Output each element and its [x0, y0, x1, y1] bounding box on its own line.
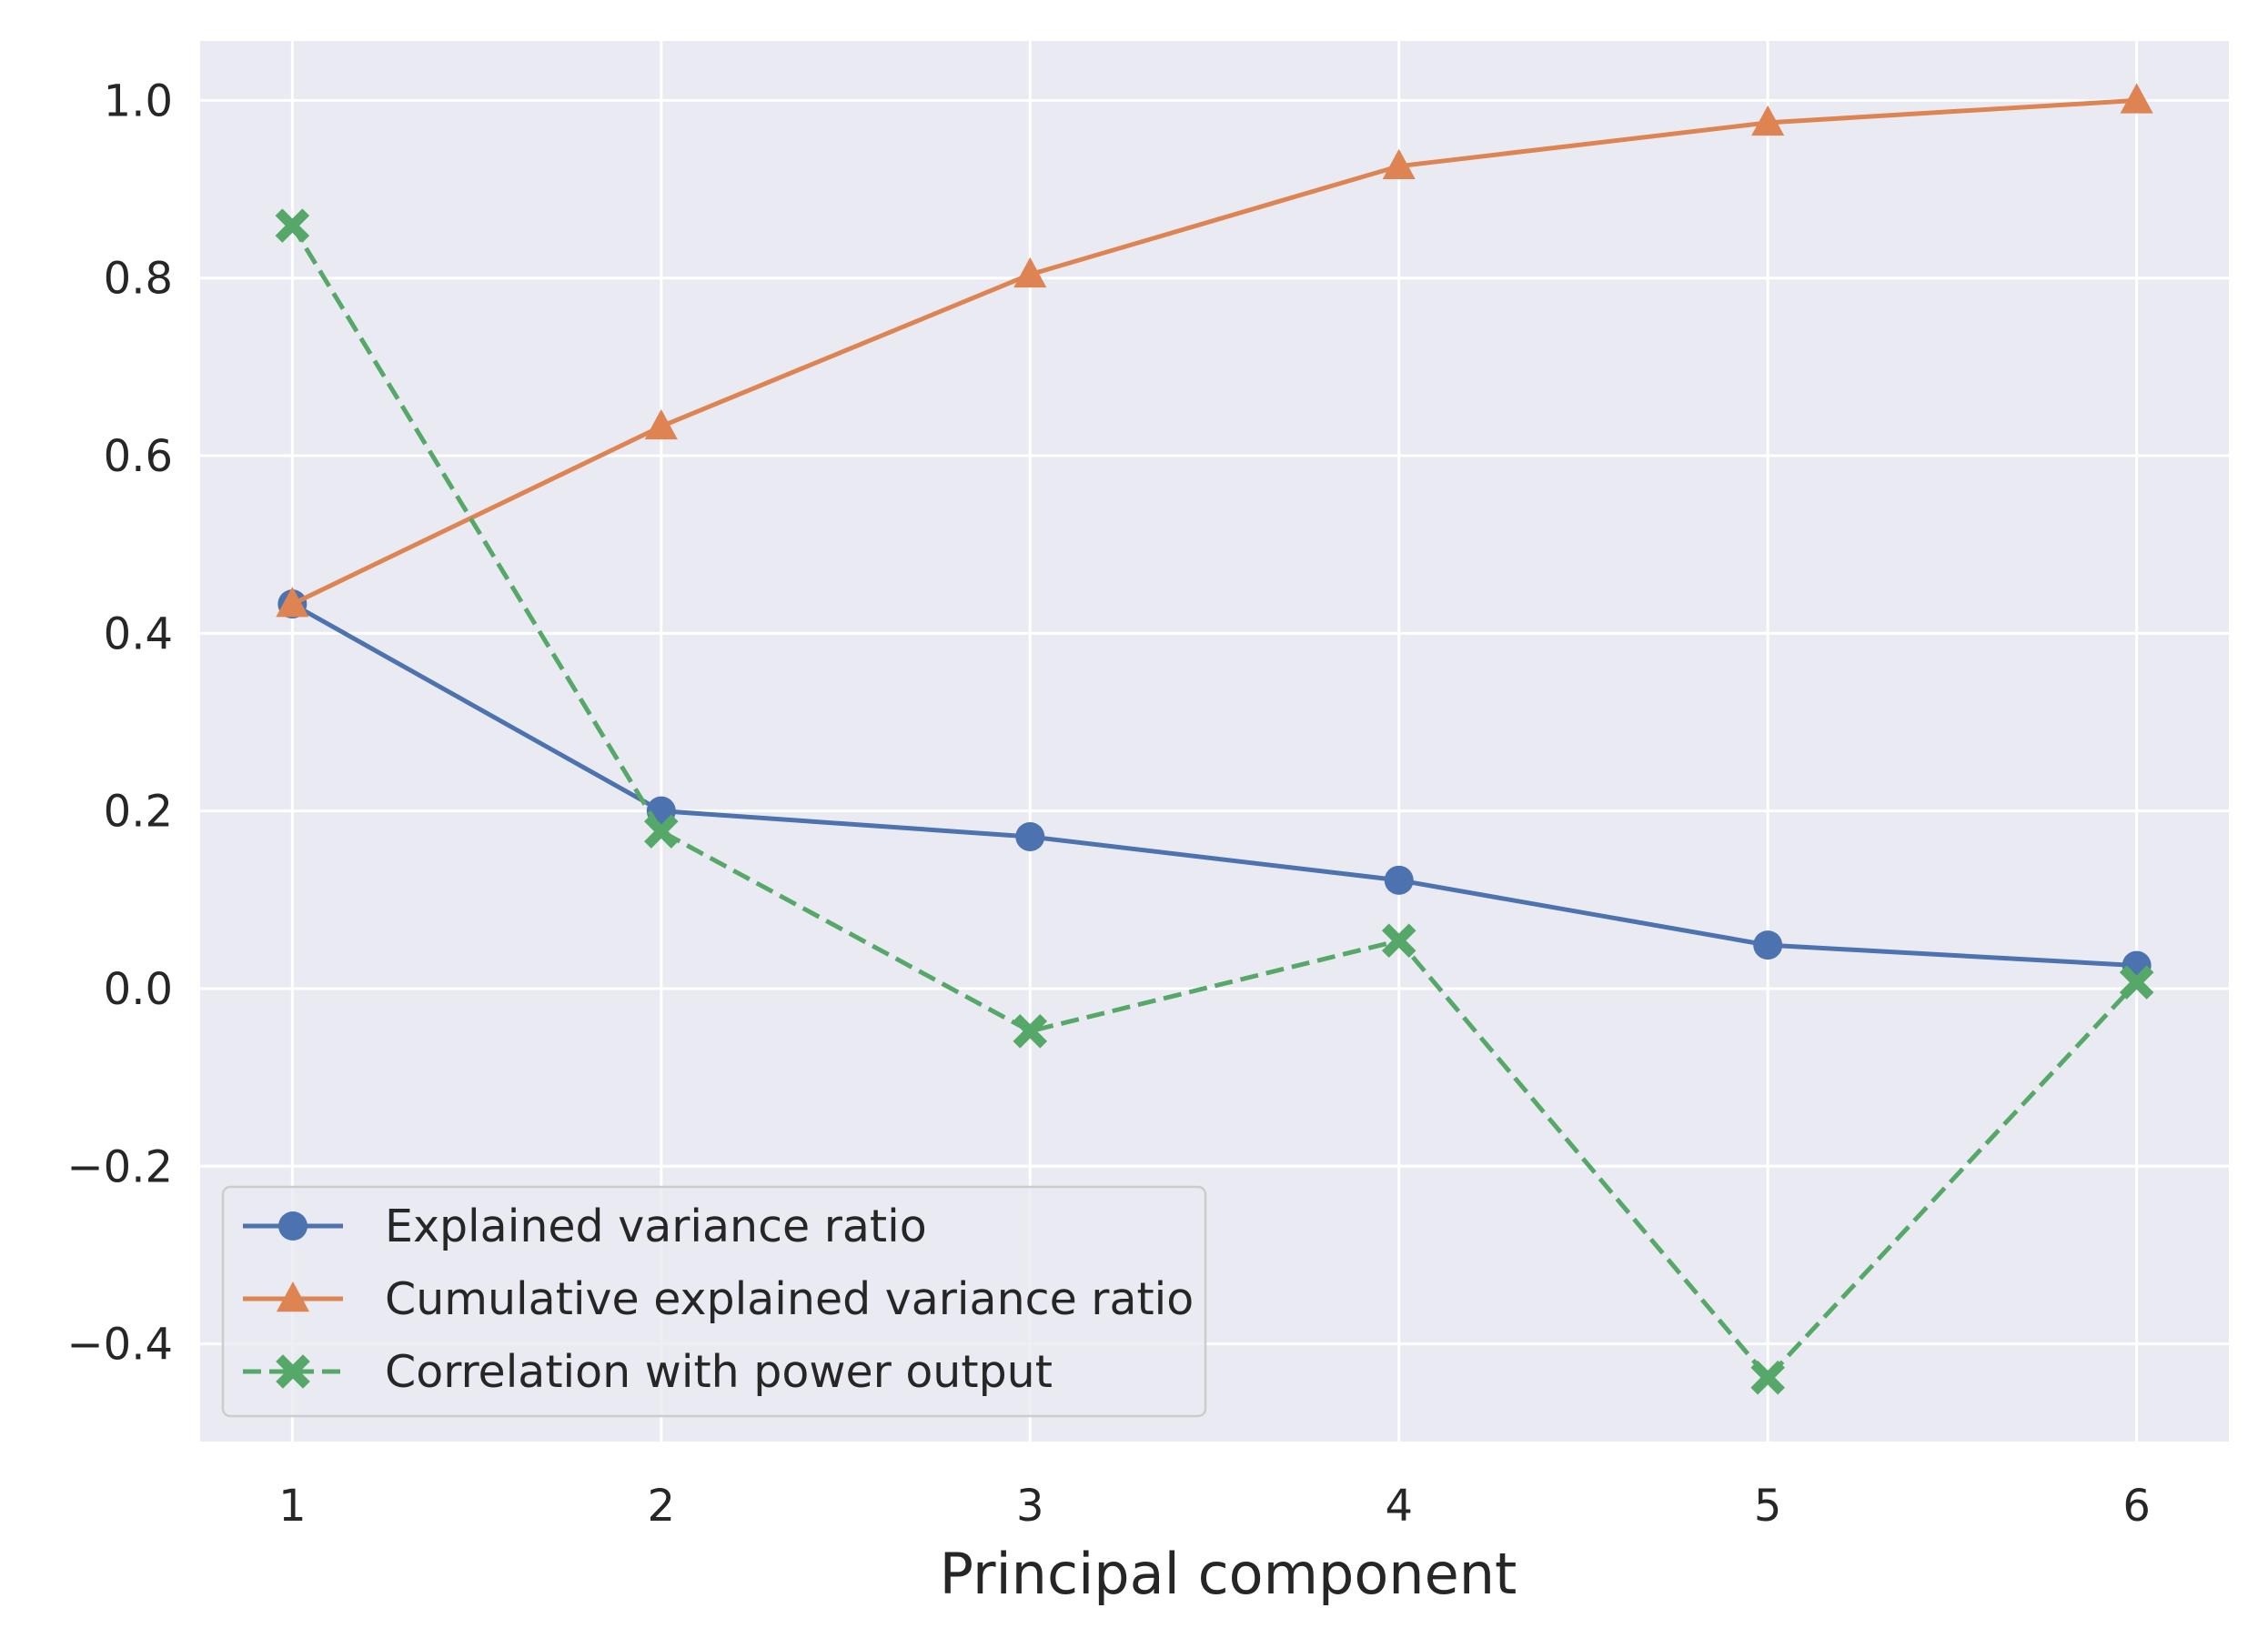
legend-marker — [276, 1354, 310, 1389]
y-axis-ticks: −0.4 −0.2 0.0 0.2 0.4 0.6 0.8 1.0 — [66, 75, 173, 1370]
marker-x-stroke — [276, 1354, 310, 1389]
data-point — [1384, 865, 1414, 895]
y-tick-label: 0.4 — [104, 608, 173, 659]
legend-marker — [276, 1281, 310, 1312]
x-tick-label: 5 — [1754, 1481, 1782, 1532]
data-point — [2120, 83, 2153, 114]
legend-marker — [278, 1211, 307, 1241]
series-line — [291, 97, 2137, 607]
marker-x-stroke — [2119, 965, 2154, 1000]
legend-entry-2: Cumulative explained variance ratio — [243, 1273, 1194, 1325]
data-point — [2119, 965, 2154, 1000]
data-point — [1015, 821, 1045, 851]
x-tick-label: 6 — [2122, 1481, 2151, 1532]
data-point — [644, 408, 678, 440]
y-tick-label: 0.2 — [104, 787, 173, 838]
x-tick-label: 3 — [1016, 1481, 1044, 1532]
legend-label: Explained variance ratio — [385, 1201, 927, 1252]
y-tick-label: 0.6 — [104, 431, 173, 482]
legend-entry-3: Correlation with power output — [243, 1346, 1053, 1398]
data-point — [1013, 1014, 1048, 1049]
x-tick-label: 2 — [648, 1481, 676, 1532]
legend: Explained variance ratio Cumulative expla… — [221, 1185, 1207, 1418]
data-point — [275, 208, 310, 243]
series-layer — [275, 83, 2154, 1395]
y-tick-label: 0.0 — [104, 964, 173, 1015]
marker-x-stroke — [275, 208, 310, 243]
y-tick-label: 0.8 — [104, 254, 173, 305]
legend-frame — [221, 1185, 1207, 1418]
data-point — [1381, 923, 1416, 959]
y-tick-label: −0.2 — [66, 1141, 173, 1192]
data-point — [1382, 148, 1416, 179]
y-tick-label: −0.4 — [66, 1320, 173, 1371]
y-tick-label: 1.0 — [104, 75, 173, 126]
marker-x-stroke — [1013, 1014, 1048, 1049]
data-point — [1753, 930, 1783, 960]
series-3 — [275, 208, 2154, 1395]
series-2 — [276, 83, 2153, 618]
marker-x-stroke — [644, 814, 679, 849]
legend-label: Cumulative explained variance ratio — [385, 1273, 1194, 1325]
series-line — [290, 224, 2139, 1381]
data-point — [1750, 1360, 1785, 1395]
marker-x-stroke — [1381, 923, 1416, 959]
legend-label: Correlation with power output — [385, 1346, 1053, 1398]
x-axis-label: Principal component — [940, 1541, 1517, 1607]
x-tick-label: 4 — [1385, 1481, 1413, 1532]
data-point — [644, 814, 679, 849]
x-axis-ticks: 1 2 3 4 5 6 — [278, 1481, 2151, 1532]
series-line — [291, 601, 2137, 969]
data-point — [1751, 105, 1785, 136]
data-point — [276, 587, 309, 618]
marker-x-stroke — [1750, 1360, 1785, 1395]
x-tick-label: 1 — [278, 1481, 307, 1532]
legend-entry-1: Explained variance ratio — [243, 1201, 927, 1252]
data-point — [1013, 256, 1047, 288]
